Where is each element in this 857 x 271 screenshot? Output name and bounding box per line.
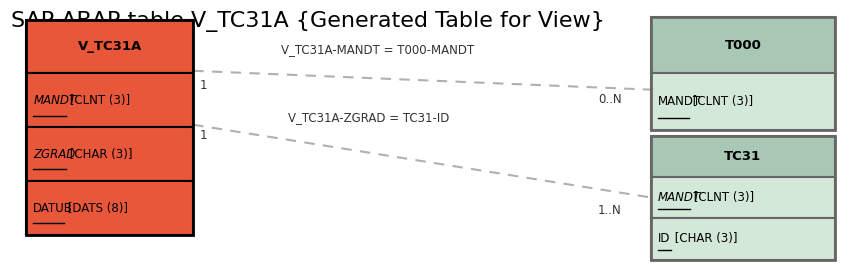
Text: V_TC31A-MANDT = T000-MANDT: V_TC31A-MANDT = T000-MANDT <box>280 43 474 56</box>
Text: [CLNT (3)]: [CLNT (3)] <box>689 95 752 108</box>
Text: [CHAR (3)]: [CHAR (3)] <box>671 232 738 245</box>
Text: V_TC31A-ZGRAD = TC31-ID: V_TC31A-ZGRAD = TC31-ID <box>288 111 449 124</box>
Text: MANDT: MANDT <box>33 94 76 107</box>
Text: ID: ID <box>658 232 670 245</box>
FancyBboxPatch shape <box>651 17 835 73</box>
Text: SAP ABAP table V_TC31A {Generated Table for View}: SAP ABAP table V_TC31A {Generated Table … <box>11 11 605 33</box>
FancyBboxPatch shape <box>27 181 193 235</box>
FancyBboxPatch shape <box>651 136 835 177</box>
FancyBboxPatch shape <box>651 177 835 218</box>
Text: DATUB: DATUB <box>33 202 73 215</box>
FancyBboxPatch shape <box>651 218 835 260</box>
Text: [CLNT (3)]: [CLNT (3)] <box>66 94 130 107</box>
Text: V_TC31A: V_TC31A <box>78 40 142 53</box>
Text: 1..N: 1..N <box>598 205 622 218</box>
FancyBboxPatch shape <box>651 73 835 130</box>
Text: [CHAR (3)]: [CHAR (3)] <box>66 148 132 161</box>
Text: TC31: TC31 <box>724 150 762 163</box>
Text: [DATS (8)]: [DATS (8)] <box>64 202 128 215</box>
Text: 0..N: 0..N <box>598 93 622 106</box>
Text: [CLNT (3)]: [CLNT (3)] <box>691 191 754 204</box>
Text: T000: T000 <box>724 39 761 52</box>
Text: 1: 1 <box>199 129 207 142</box>
FancyBboxPatch shape <box>27 73 193 127</box>
Text: 1: 1 <box>199 79 207 92</box>
FancyBboxPatch shape <box>27 20 193 73</box>
FancyBboxPatch shape <box>27 127 193 181</box>
Text: MANDT: MANDT <box>658 191 701 204</box>
Text: MANDT: MANDT <box>658 95 701 108</box>
Text: ZGRAD: ZGRAD <box>33 148 75 161</box>
